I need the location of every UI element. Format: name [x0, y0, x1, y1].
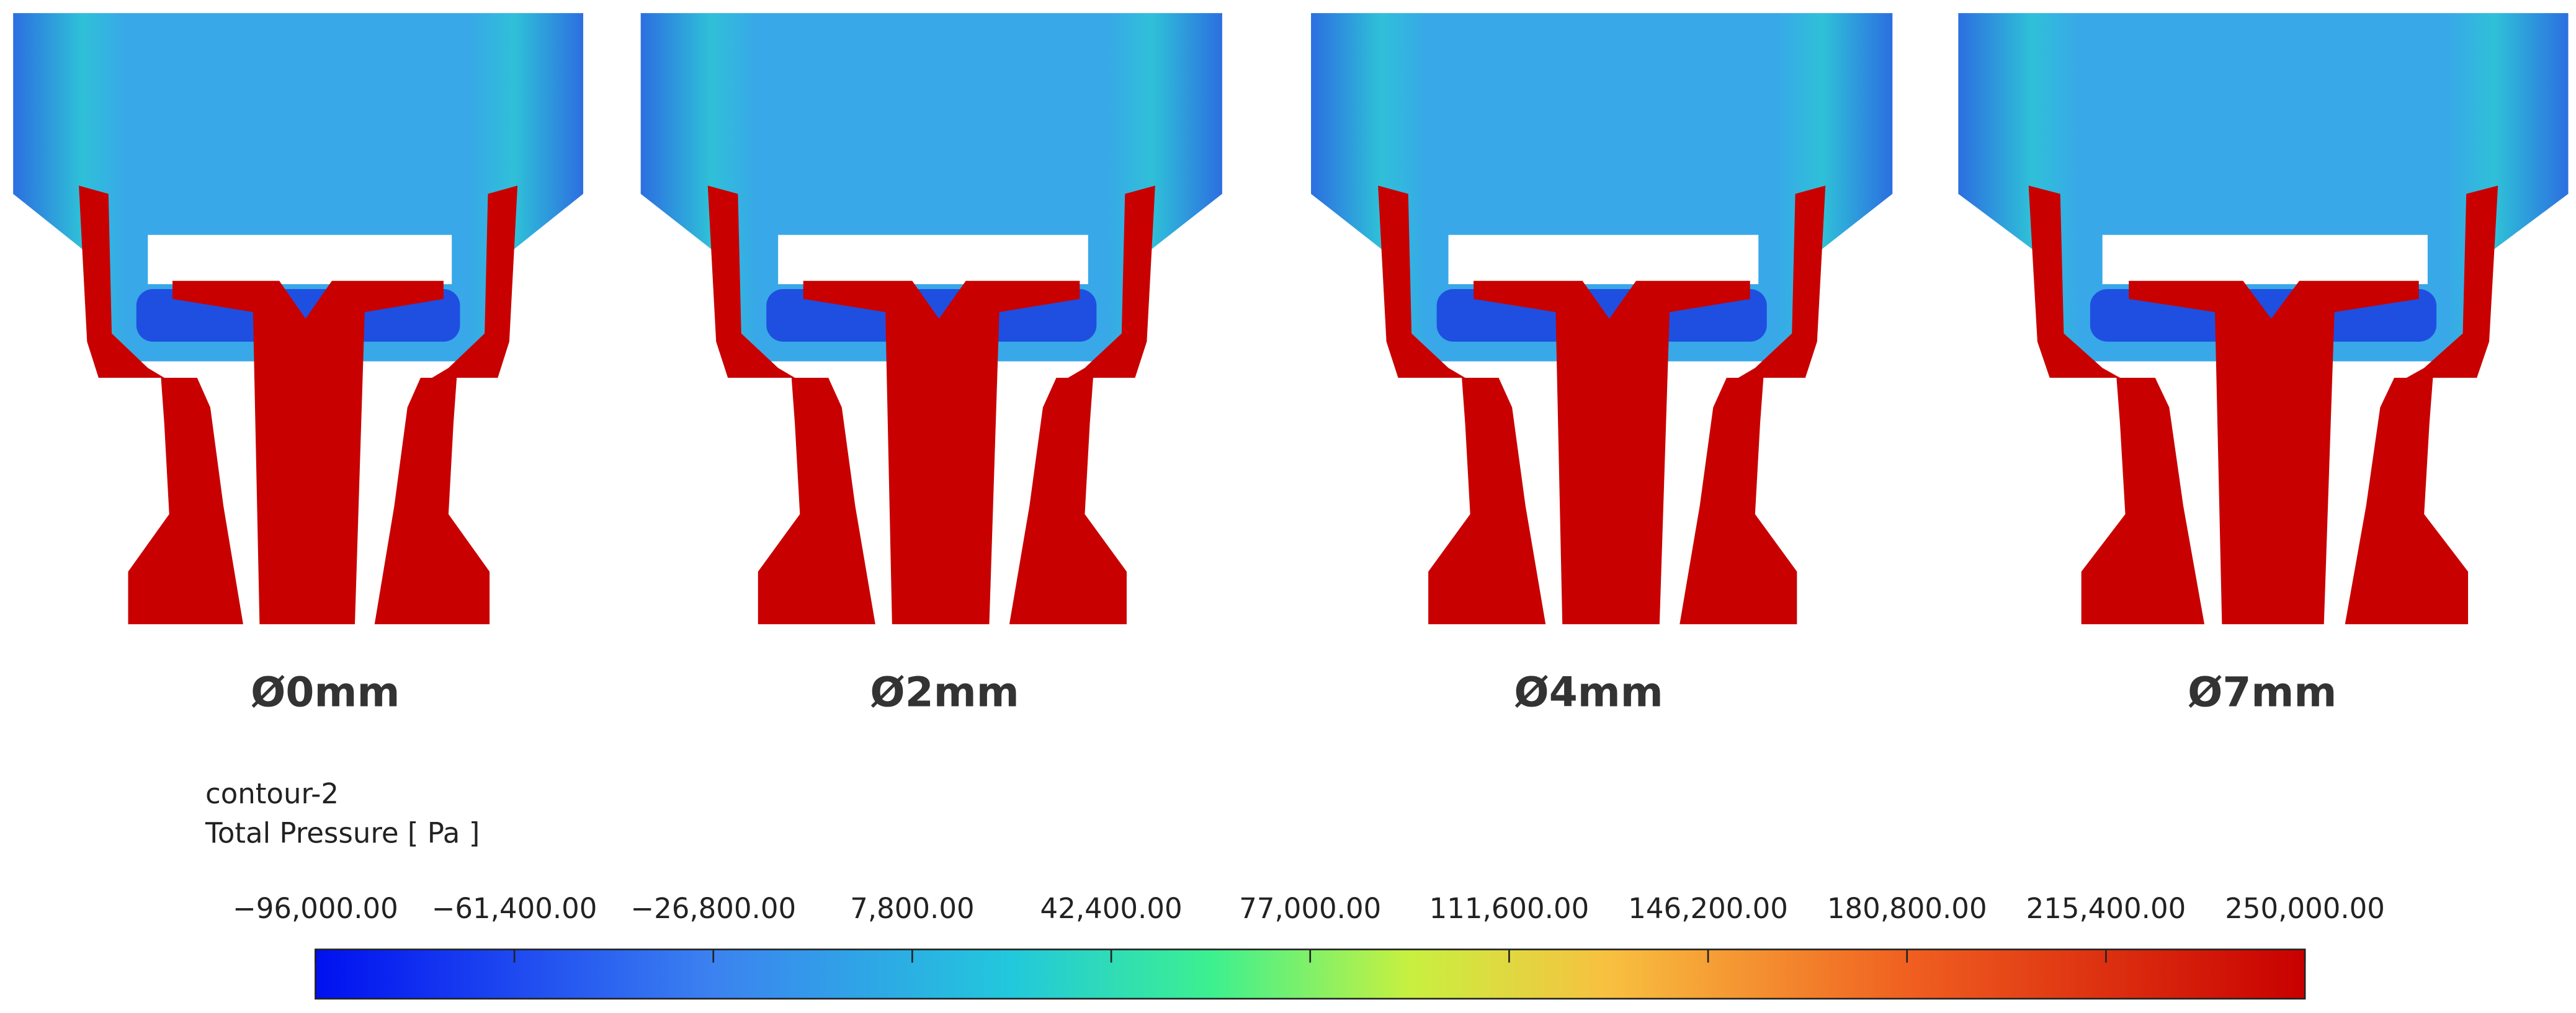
- colorbar-ticks: −96,000.00 −61,400.00 −26,800.00 7,800.00 42…: [233, 892, 2385, 963]
- legend-name: contour-2: [205, 777, 339, 810]
- contour-panel: [640, 13, 1222, 625]
- tick-label: 77,000.00: [1239, 892, 1381, 925]
- tick-label: 215,400.00: [2026, 892, 2186, 925]
- tick-label: −61,400.00: [432, 892, 597, 925]
- panel-label: Ø2mm: [870, 669, 1019, 716]
- tick-label: 111,600.00: [1429, 892, 1590, 925]
- legend-title: Total Pressure [ Pa ]: [205, 816, 480, 849]
- contour-panel: [13, 13, 584, 625]
- contour-panel: [1958, 13, 2569, 625]
- tick-label: −96,000.00: [233, 892, 398, 925]
- tick-label: 146,200.00: [1628, 892, 1788, 925]
- tick-label: 180,800.00: [1827, 892, 1987, 925]
- tick-label: 250,000.00: [2225, 892, 2385, 925]
- panel-label: Ø4mm: [1514, 669, 1663, 716]
- panel-label: Ø0mm: [251, 669, 400, 716]
- tick-label: 7,800.00: [850, 892, 974, 925]
- panel-label: Ø7mm: [2188, 669, 2337, 716]
- contour-panel: [1311, 13, 1893, 625]
- tick-label: 42,400.00: [1040, 892, 1183, 925]
- tick-label: −26,800.00: [630, 892, 796, 925]
